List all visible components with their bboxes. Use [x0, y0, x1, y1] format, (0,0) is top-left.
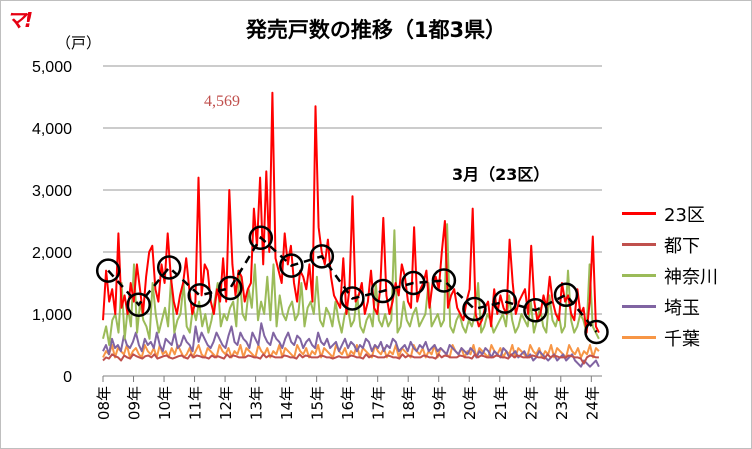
x-tick-label: 20年 — [461, 386, 479, 420]
x-tick-label: 14年 — [278, 386, 296, 420]
series-point — [95, 258, 121, 283]
y-tick-label: 0 — [63, 369, 72, 386]
series-point — [279, 253, 304, 278]
y-tick-label: 4,000 — [32, 121, 72, 138]
series-line — [107, 235, 598, 333]
x-tick-label: 11年 — [187, 386, 205, 420]
series-1 — [102, 353, 599, 365]
y-axis-ticks: 0 1,000 2,000 3,000 4,000 5,000 — [32, 59, 72, 386]
gridlines — [103, 65, 602, 315]
legend-item: 神奈川 — [622, 260, 718, 291]
legend-label: 埼玉 — [664, 297, 700, 319]
series-point — [370, 278, 396, 304]
x-tick-label: 12年 — [217, 386, 235, 420]
x-tick-label: 17年 — [370, 386, 388, 420]
legend-label: 23区 — [664, 204, 705, 226]
series-point — [462, 296, 487, 322]
series-point — [401, 270, 426, 296]
series-point — [218, 275, 243, 301]
legend-swatch — [622, 274, 656, 277]
series-point — [248, 225, 274, 250]
series-3 — [102, 322, 600, 368]
legend-label: 神奈川 — [664, 266, 718, 288]
y-tick-label: 5,000 — [32, 59, 72, 76]
series-point — [309, 244, 335, 269]
series-point — [126, 292, 151, 317]
x-tick-label: 19年 — [431, 386, 449, 420]
series-line — [102, 353, 599, 365]
legend-swatch — [622, 243, 656, 246]
x-axis-ticks: 08年 09年 10年 11年 12年 13年 14年 15年 16年 17年 18年 19年 20年 2… — [95, 376, 601, 420]
y-tick-label: 2,000 — [32, 245, 72, 262]
series-5 — [95, 225, 609, 345]
series-point — [187, 283, 212, 308]
legend: 23区都下神奈川埼玉千葉 — [622, 198, 718, 353]
x-tick-label: 24年 — [583, 386, 601, 420]
x-tick-label: 09年 — [126, 386, 144, 420]
series-lines — [95, 91, 609, 368]
series-line — [102, 91, 600, 334]
x-tick-label: 21年 — [492, 386, 510, 420]
legend-item: 23区 — [622, 198, 718, 229]
series-point — [523, 298, 548, 323]
y-tick-label: 1,000 — [32, 307, 72, 324]
x-tick-label: 13年 — [248, 386, 266, 420]
legend-item: 都下 — [622, 229, 718, 260]
series-2 — [102, 223, 600, 346]
x-tick-label: 16年 — [339, 386, 357, 420]
legend-label: 千葉 — [664, 328, 700, 350]
legend-label: 都下 — [664, 235, 700, 257]
x-tick-label: 22年 — [522, 386, 540, 420]
legend-item: 埼玉 — [622, 291, 718, 322]
series-point — [156, 255, 182, 280]
x-tick-label: 18年 — [400, 386, 418, 420]
series-point — [553, 282, 579, 308]
march-23ku-annotation: 3月（23区） — [452, 165, 549, 184]
chart-title: 発売戸数の推移（1都3県） — [245, 18, 507, 42]
series-point — [431, 268, 457, 293]
series-point — [492, 289, 518, 314]
x-tick-label: 08年 — [95, 386, 113, 420]
legend-item: 千葉 — [622, 322, 718, 353]
legend-swatch — [622, 212, 656, 215]
logo-mark: マ! — [6, 8, 33, 32]
series-point — [584, 319, 609, 345]
legend-swatch — [622, 336, 656, 339]
peak-annotation: 4,569 — [204, 93, 240, 110]
series-point — [340, 286, 365, 311]
y-tick-label: 3,000 — [32, 183, 72, 200]
series-line — [102, 223, 600, 346]
y-axis-unit-label: （戸） — [56, 34, 102, 52]
series-line — [102, 322, 600, 368]
x-tick-label: 23年 — [553, 386, 571, 420]
x-tick-label: 15年 — [309, 386, 327, 420]
x-tick-label: 10年 — [156, 386, 174, 420]
legend-swatch — [622, 305, 656, 308]
series-0 — [102, 91, 600, 334]
